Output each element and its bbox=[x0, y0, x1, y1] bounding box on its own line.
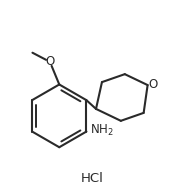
Text: HCl: HCl bbox=[81, 172, 103, 185]
Text: NH$_2$: NH$_2$ bbox=[90, 123, 114, 138]
Text: O: O bbox=[45, 55, 55, 68]
Text: O: O bbox=[149, 78, 158, 91]
